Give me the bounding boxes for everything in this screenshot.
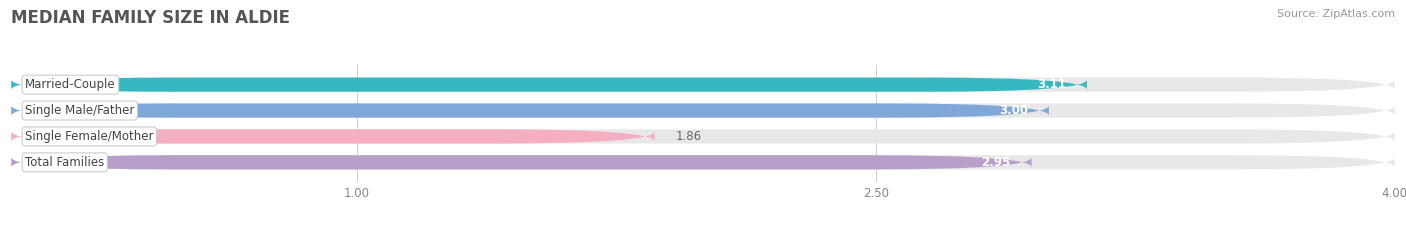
FancyBboxPatch shape — [11, 78, 1395, 92]
Text: 2.95: 2.95 — [981, 156, 1011, 169]
FancyBboxPatch shape — [11, 129, 655, 144]
Text: MEDIAN FAMILY SIZE IN ALDIE: MEDIAN FAMILY SIZE IN ALDIE — [11, 9, 290, 27]
Text: Single Male/Father: Single Male/Father — [25, 104, 135, 117]
Text: Source: ZipAtlas.com: Source: ZipAtlas.com — [1277, 9, 1395, 19]
FancyBboxPatch shape — [11, 103, 1049, 118]
FancyBboxPatch shape — [11, 155, 1395, 169]
Text: 3.00: 3.00 — [1000, 104, 1028, 117]
Text: 3.11: 3.11 — [1038, 78, 1066, 91]
Text: Single Female/Mother: Single Female/Mother — [25, 130, 153, 143]
FancyBboxPatch shape — [11, 129, 1395, 144]
FancyBboxPatch shape — [11, 155, 1032, 169]
Text: Total Families: Total Families — [25, 156, 104, 169]
FancyBboxPatch shape — [11, 78, 1087, 92]
Text: Married-Couple: Married-Couple — [25, 78, 115, 91]
Text: 1.86: 1.86 — [675, 130, 702, 143]
FancyBboxPatch shape — [11, 103, 1395, 118]
